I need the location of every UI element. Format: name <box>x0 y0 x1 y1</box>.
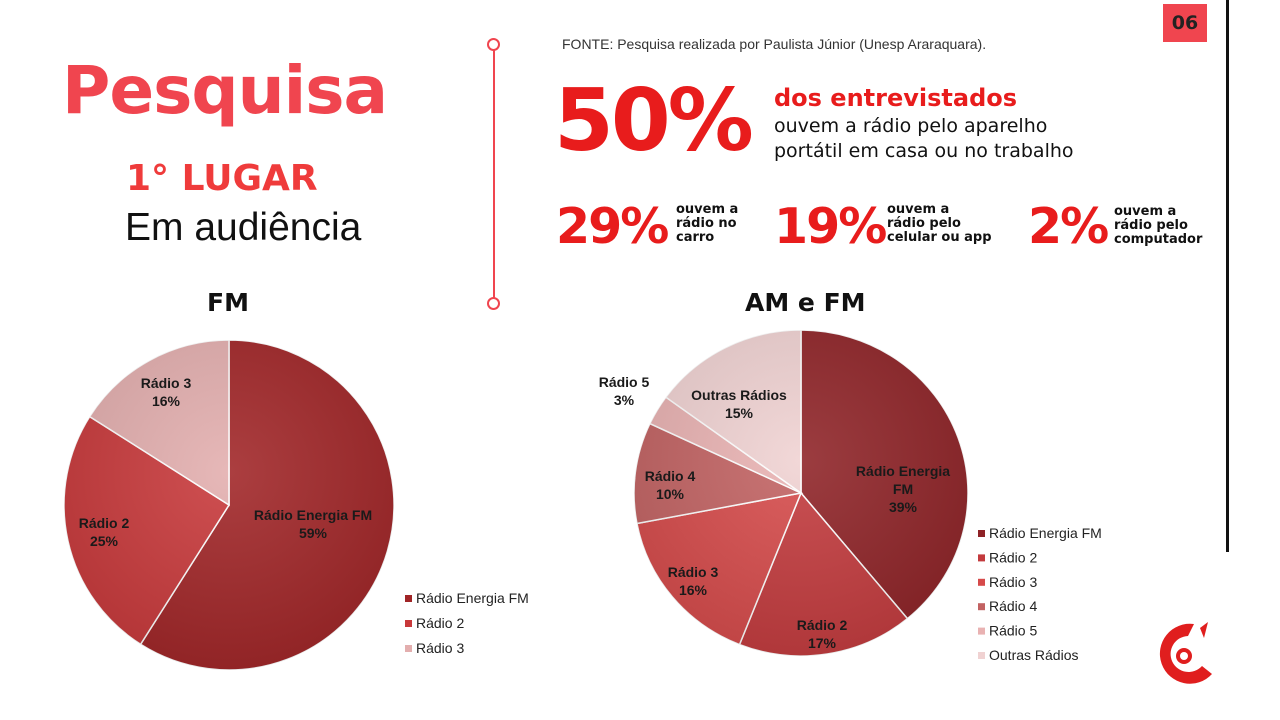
stat-car-text: ouvem a rádio no carro <box>676 203 766 245</box>
fm-legend-swatch-2 <box>405 645 412 652</box>
fm-shading <box>64 340 394 670</box>
amfm-slice-label-2: Rádio 3 16% <box>668 564 719 598</box>
amfm-legend-label-0: Rádio Energia FM <box>989 525 1102 541</box>
fm-legend-swatch-0 <box>405 595 412 602</box>
amfm-slice-label-4: Rádio 5 3% <box>599 374 650 408</box>
stat-car-line: carro <box>676 230 715 245</box>
brand-logo-icon <box>1159 622 1212 684</box>
amfm-legend-swatch-4 <box>978 627 985 635</box>
source-note: FONTE: Pesquisa realizada por Paulista J… <box>562 36 987 52</box>
fm-legend-label-1: Rádio 2 <box>416 615 464 631</box>
stat-mobile-line: ouvem a <box>887 202 950 217</box>
stat-computer-line: computador <box>1114 232 1203 247</box>
amfm-shading <box>634 330 968 656</box>
amfm-legend-label-3: Rádio 4 <box>989 598 1037 614</box>
amfm-slice-label-3: Rádio 4 10% <box>645 468 696 502</box>
divider-line <box>493 44 495 304</box>
amfm-slice-label-1: Rádio 2 17% <box>797 617 848 651</box>
amfm-legend-swatch-2 <box>978 578 985 586</box>
legend-fm: Rádio Energia FM Rádio 2 Rádio 3 <box>405 590 529 656</box>
amfm-legend-label-4: Rádio 5 <box>989 623 1037 639</box>
stat-computer-line: ouvem a <box>1114 204 1177 219</box>
stat-car-percent: 29% <box>556 198 669 255</box>
headline-line1: dos entrevistados <box>774 84 1018 112</box>
headline-line2: ouvem a rádio pelo aparelho portátil em … <box>774 115 1074 162</box>
stat-mobile-line: celular ou app <box>887 230 992 245</box>
rank-description: Em audiência <box>125 206 362 249</box>
headline-percent: 50% <box>554 71 754 171</box>
amfm-legend-swatch-5 <box>978 652 985 659</box>
right-rule <box>1226 0 1229 552</box>
amfm-legend-label-2: Rádio 3 <box>989 574 1037 590</box>
fm-slice-label-1: Rádio 2 25% <box>79 515 130 549</box>
pie-chart-fm: Rádio Energia FM 59% Rádio 2 25% Rádio 3 16% <box>63 339 395 671</box>
page-number-badge: 06 <box>1163 4 1207 42</box>
stat-mobile-text: ouvem a rádio pelo celular ou app <box>887 203 1017 245</box>
fm-legend-swatch-1 <box>405 620 412 627</box>
amfm-legend-label-5: Outras Rádios <box>989 647 1078 663</box>
stat-computer-line: rádio pelo <box>1114 218 1188 233</box>
legend-amfm: Rádio Energia FM Rádio 2 Rádio 3 Rádio 4 Rád… <box>978 525 1102 663</box>
amfm-legend-label-1: Rádio 2 <box>989 549 1037 565</box>
pie-chart-amfm: Rádio Energia FM 39% Rádio 2 17% Rádio 3 16% Rá… <box>599 329 969 657</box>
fm-slice-label-0: Rádio Energia FM 59% <box>254 507 372 541</box>
stat-car-line: ouvem a <box>676 202 739 217</box>
stat-computer-text: ouvem a rádio pelo computador <box>1114 205 1224 247</box>
page-title: Pesquisa <box>62 52 388 129</box>
amfm-slice-label-5: Outras Rádios 15% <box>691 387 787 421</box>
amfm-slice-label-0: Rádio Energia FM 39% <box>856 463 950 515</box>
amfm-legend-swatch-0 <box>978 530 985 537</box>
fm-legend-label-0: Rádio Energia FM <box>416 590 529 606</box>
divider-dot-bottom <box>487 297 500 310</box>
stat-car-line: rádio no <box>676 216 737 231</box>
fm-legend-label-2: Rádio 3 <box>416 640 464 656</box>
amfm-legend-swatch-3 <box>978 603 985 611</box>
stat-mobile-line: rádio pelo <box>887 216 961 231</box>
divider-dot-top <box>487 38 500 51</box>
chart-title-amfm: AM e FM <box>745 288 866 317</box>
amfm-legend-swatch-1 <box>978 554 985 562</box>
fm-slice-label-2: Rádio 3 16% <box>141 375 192 409</box>
rank-label: 1° LUGAR <box>126 158 318 199</box>
chart-title-fm: FM <box>207 288 249 317</box>
stat-mobile-percent: 19% <box>774 198 887 255</box>
stat-computer-percent: 2% <box>1028 198 1109 255</box>
